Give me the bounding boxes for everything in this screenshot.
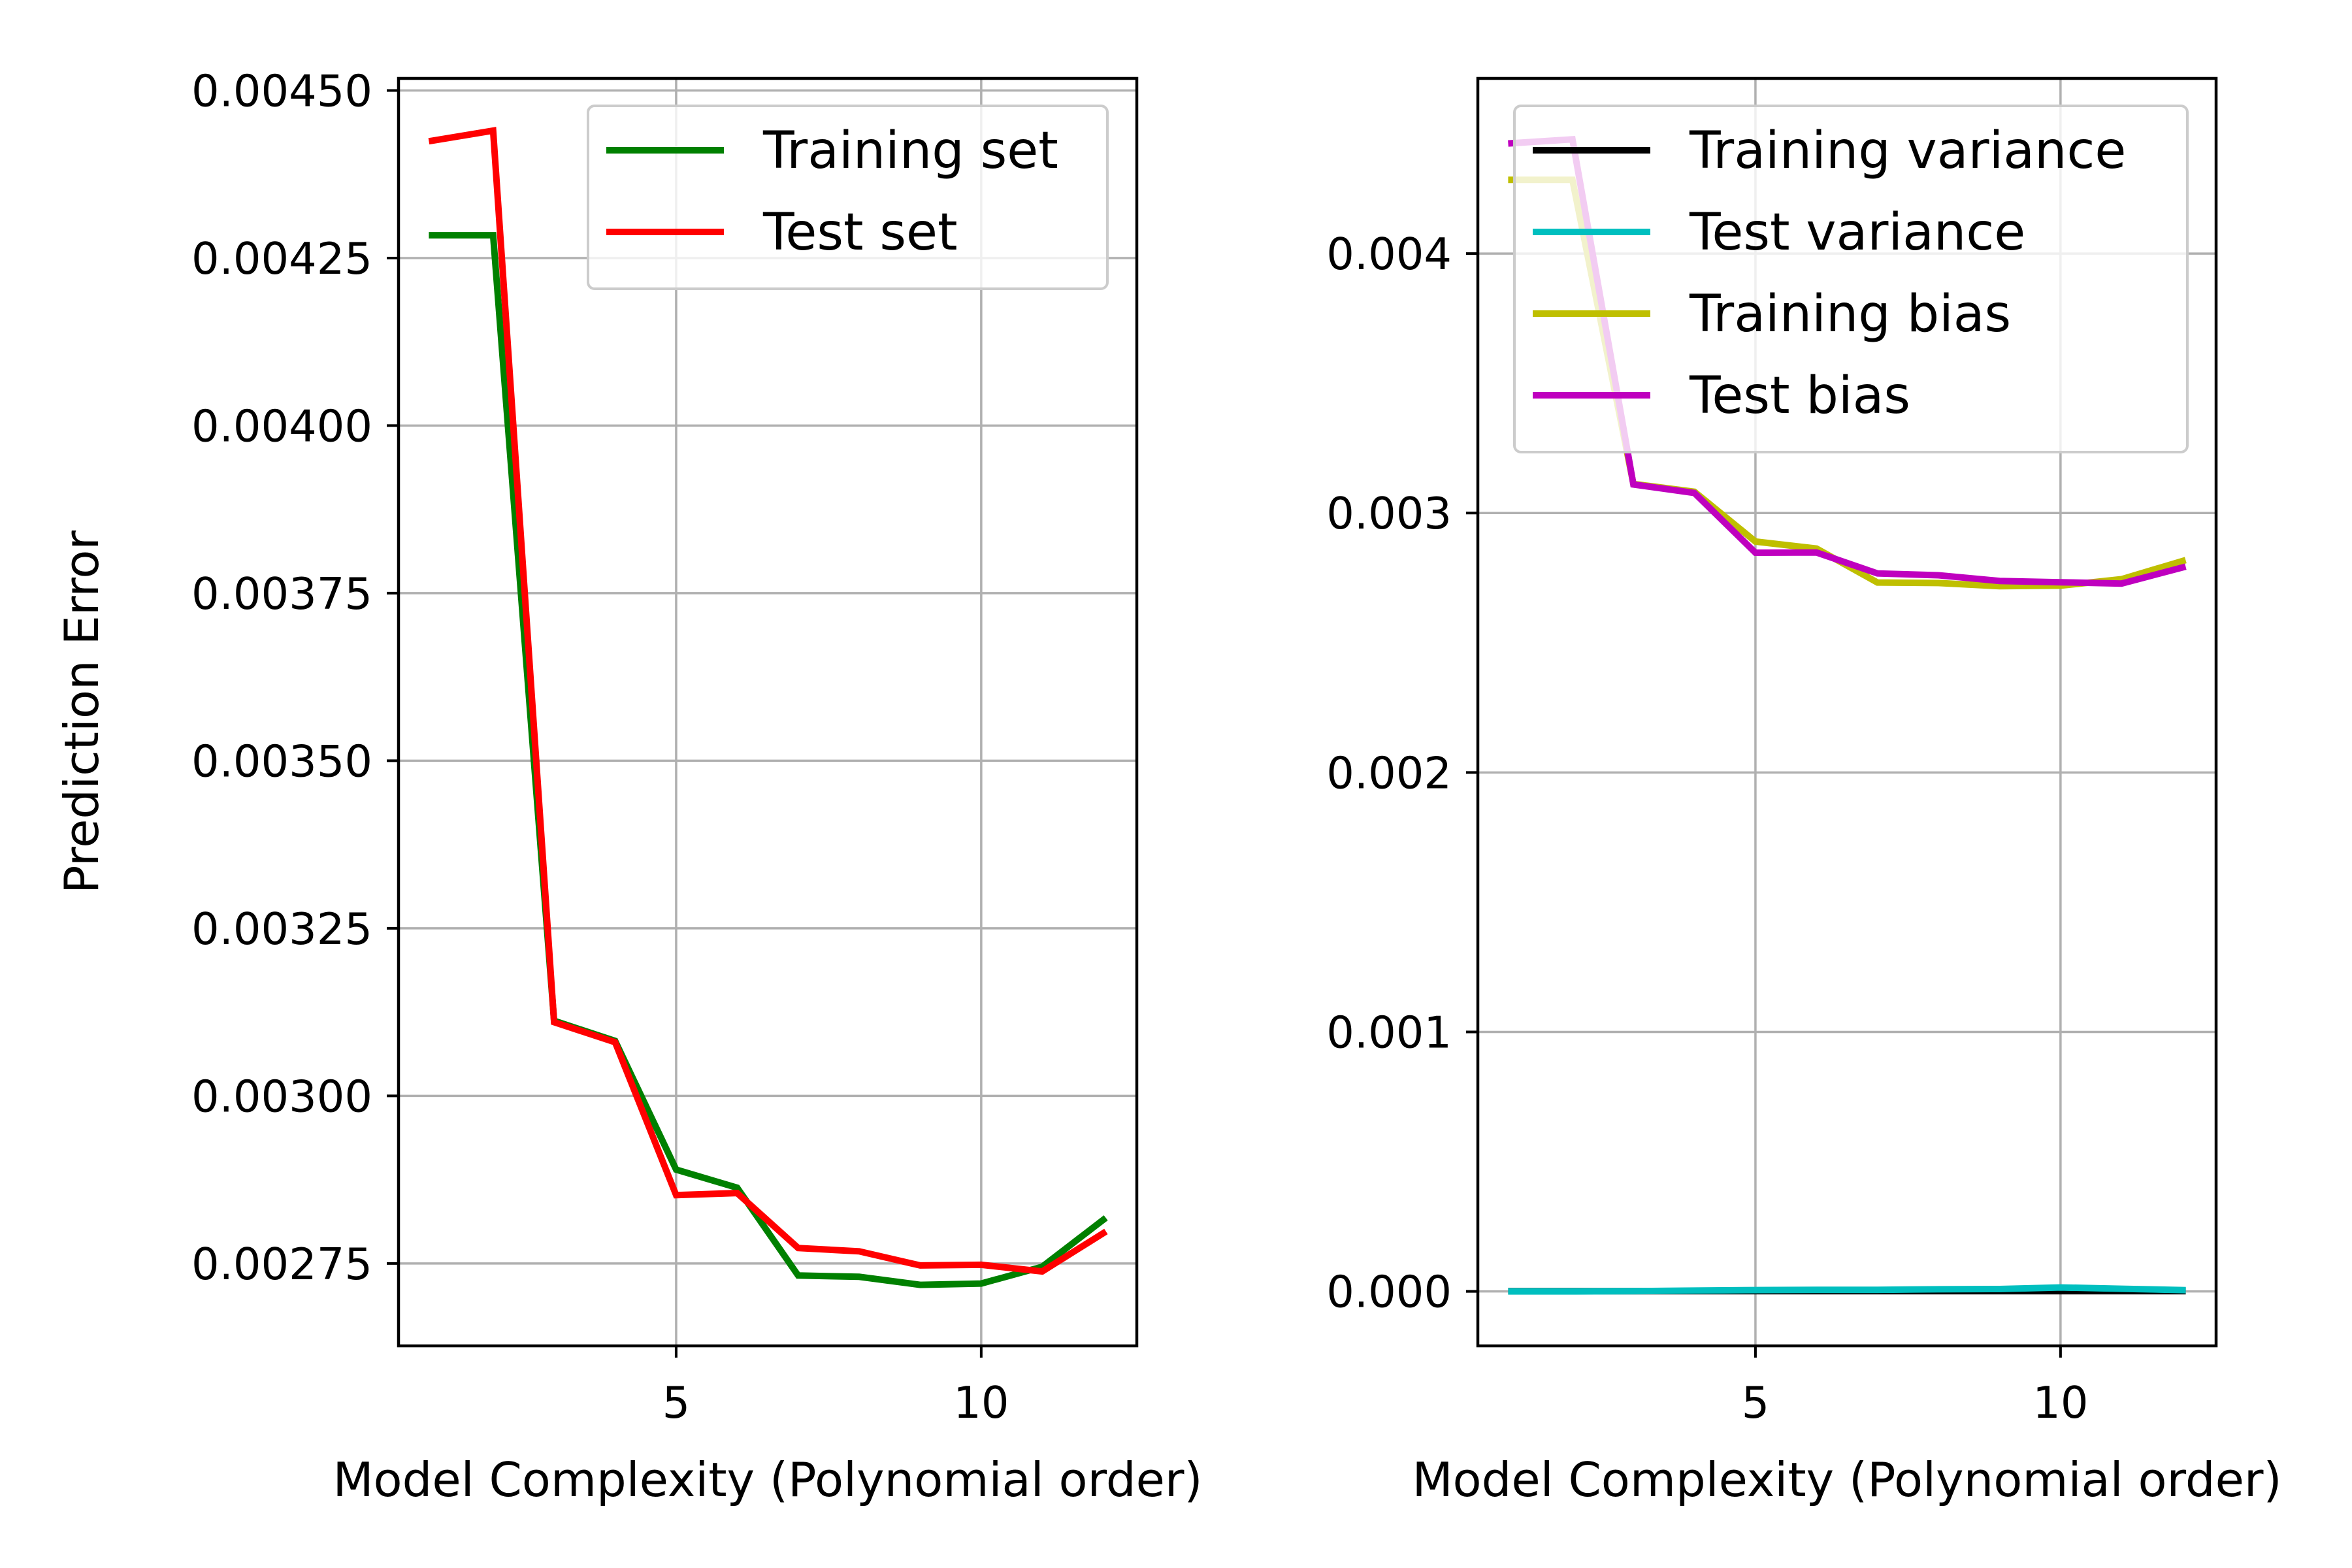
right-y-tick-label: 0.001 xyxy=(1326,1007,1452,1058)
left-plot-frame xyxy=(397,76,1139,1348)
left-lines xyxy=(428,127,1108,1288)
left-y-tick-label: 0.00375 xyxy=(191,568,372,619)
right-legend-label: Training bias xyxy=(1689,285,2011,344)
right-series-line-test-variance xyxy=(1508,1284,2186,1295)
right-plot-frame xyxy=(1476,76,2218,1348)
right-legend: Training variance Test variance Training b… xyxy=(1513,105,2189,453)
left-legend-label: Test set xyxy=(762,203,958,262)
left-y-tick-label: 0.00325 xyxy=(191,904,372,955)
right-legend-label: Training variance xyxy=(1689,122,2126,180)
left-chart: 5 10 0.00275 0.00300 0.00325 0.00350 0.00375 0.… xyxy=(54,65,1203,1507)
left-y-tick-label: 0.00450 xyxy=(191,65,372,116)
right-legend-label: Test bias xyxy=(1689,367,1910,425)
left-y-tick-label: 0.00350 xyxy=(191,736,372,787)
right-y-tick-label: 0.004 xyxy=(1326,229,1452,280)
right-x-tick-label: 5 xyxy=(1742,1377,1770,1428)
left-y-tick-label: 0.00400 xyxy=(191,400,372,451)
left-series-line-test-set xyxy=(428,127,1108,1275)
left-y-axis-label: Prediction Error xyxy=(54,531,109,894)
right-y-tick-label: 0.002 xyxy=(1326,747,1452,798)
left-legend-label: Training set xyxy=(762,122,1058,180)
left-legend: Training set Test set xyxy=(587,105,1109,290)
left-ticks: 5 10 0.00275 0.00300 0.00325 0.00350 0.00375 0.… xyxy=(191,65,1009,1428)
right-y-tick-label: 0.003 xyxy=(1326,488,1452,539)
left-x-tick-label: 10 xyxy=(953,1377,1009,1428)
left-y-tick-label: 0.00300 xyxy=(191,1071,372,1122)
left-x-tick-label: 5 xyxy=(662,1377,691,1428)
right-x-tick-label: 10 xyxy=(2033,1377,2088,1428)
right-ticks: 5 10 0.000 0.001 0.002 0.003 0.004 xyxy=(1326,229,2088,1428)
right-y-tick-label: 0.000 xyxy=(1326,1267,1452,1318)
left-y-tick-label: 0.00275 xyxy=(191,1239,372,1290)
left-x-axis-label: Model Complexity (Polynomial order) xyxy=(333,1452,1202,1507)
right-chart: 5 10 0.000 0.001 0.002 0.003 0.004 Model Compl… xyxy=(1326,76,2282,1507)
right-x-axis-label: Model Complexity (Polynomial order) xyxy=(1412,1452,2281,1507)
right-legend-box xyxy=(1513,105,2189,453)
right-legend-label: Test variance xyxy=(1689,203,2025,262)
left-y-tick-label: 0.00425 xyxy=(191,233,372,284)
